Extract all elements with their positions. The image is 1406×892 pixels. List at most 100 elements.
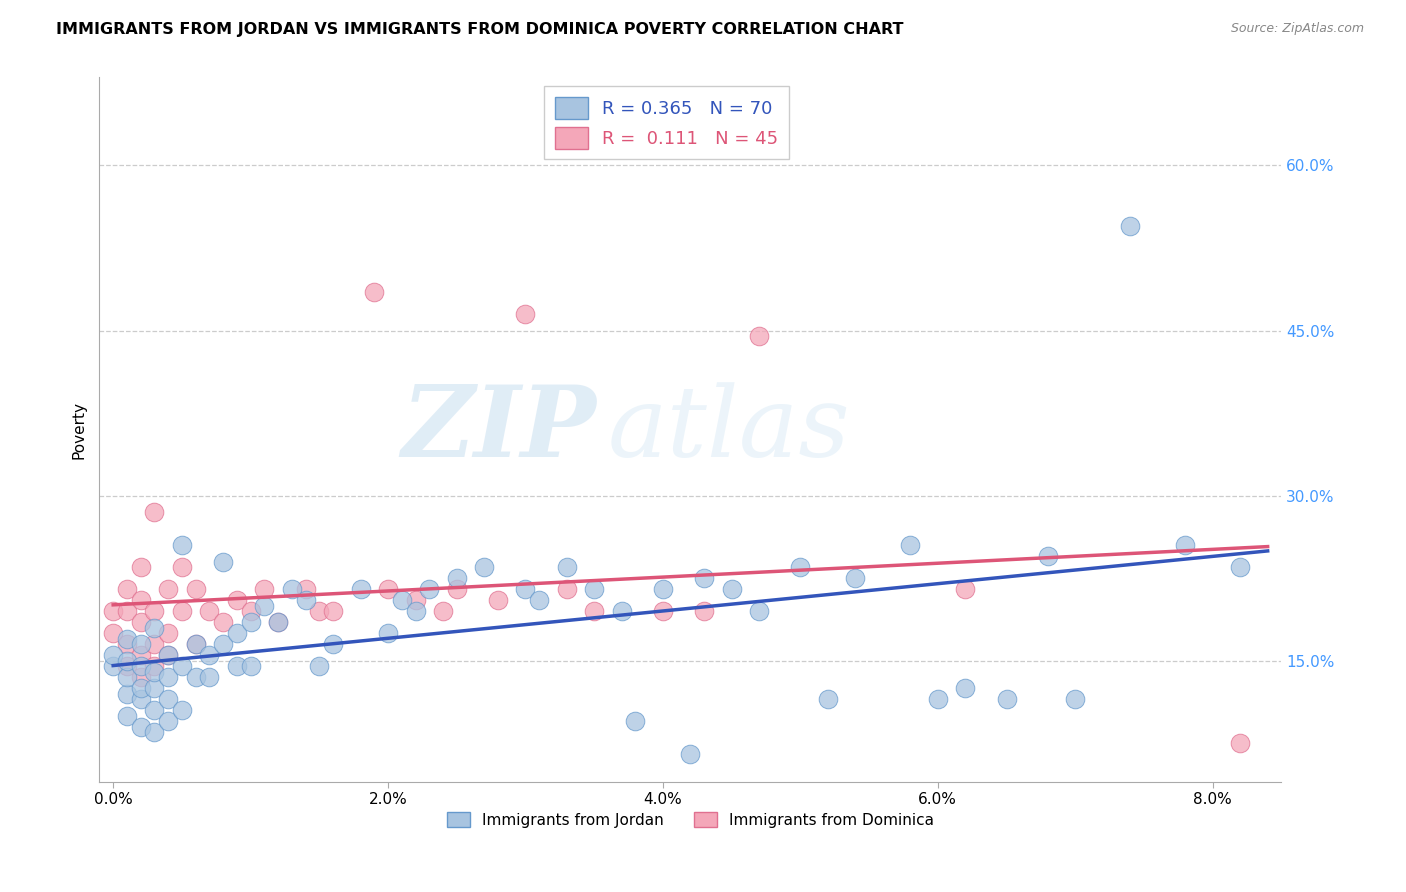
Point	[624, 714, 647, 728]
Point	[679, 747, 702, 761]
Point	[432, 604, 454, 618]
Point	[515, 582, 537, 596]
Point	[955, 582, 977, 596]
Point	[184, 637, 207, 651]
Point	[212, 615, 235, 629]
Point	[184, 637, 207, 651]
Point	[170, 659, 193, 673]
Point	[143, 637, 166, 651]
Point	[294, 582, 316, 596]
Point	[157, 670, 180, 684]
Point	[898, 538, 921, 552]
Point	[157, 648, 180, 662]
Point	[212, 555, 235, 569]
Point	[115, 632, 138, 646]
Point	[170, 560, 193, 574]
Point	[101, 659, 124, 673]
Point	[225, 626, 247, 640]
Point	[363, 285, 385, 299]
Point	[472, 560, 495, 574]
Point	[748, 329, 770, 343]
Point	[1064, 692, 1087, 706]
Point	[101, 626, 124, 640]
Point	[101, 604, 124, 618]
Legend: Immigrants from Jordan, Immigrants from Dominica: Immigrants from Jordan, Immigrants from …	[440, 805, 941, 834]
Point	[129, 648, 152, 662]
Point	[115, 654, 138, 668]
Point	[198, 648, 221, 662]
Point	[129, 681, 152, 695]
Point	[267, 615, 290, 629]
Point	[1036, 549, 1059, 563]
Point	[225, 593, 247, 607]
Point	[693, 604, 716, 618]
Point	[129, 670, 152, 684]
Point	[239, 659, 262, 673]
Point	[322, 637, 344, 651]
Point	[1174, 538, 1197, 552]
Point	[1119, 219, 1142, 233]
Text: ZIP: ZIP	[401, 381, 596, 478]
Point	[143, 681, 166, 695]
Point	[143, 703, 166, 717]
Point	[720, 582, 742, 596]
Point	[198, 604, 221, 618]
Point	[157, 692, 180, 706]
Point	[143, 621, 166, 635]
Point	[555, 582, 578, 596]
Point	[157, 582, 180, 596]
Point	[170, 703, 193, 717]
Point	[143, 665, 166, 679]
Point	[610, 604, 633, 618]
Point	[308, 604, 330, 618]
Point	[308, 659, 330, 673]
Point	[115, 659, 138, 673]
Point	[1229, 560, 1251, 574]
Point	[446, 582, 468, 596]
Point	[170, 604, 193, 618]
Point	[225, 659, 247, 673]
Point	[927, 692, 949, 706]
Point	[129, 720, 152, 734]
Point	[198, 670, 221, 684]
Point	[129, 593, 152, 607]
Point	[652, 604, 675, 618]
Point	[418, 582, 440, 596]
Point	[239, 604, 262, 618]
Point	[693, 571, 716, 585]
Text: atlas: atlas	[607, 382, 851, 477]
Point	[115, 670, 138, 684]
Point	[129, 637, 152, 651]
Text: Source: ZipAtlas.com: Source: ZipAtlas.com	[1230, 22, 1364, 36]
Point	[405, 604, 427, 618]
Point	[101, 648, 124, 662]
Point	[515, 307, 537, 321]
Point	[129, 615, 152, 629]
Point	[1229, 736, 1251, 750]
Point	[184, 670, 207, 684]
Point	[184, 582, 207, 596]
Point	[322, 604, 344, 618]
Point	[267, 615, 290, 629]
Point	[583, 604, 606, 618]
Point	[789, 560, 811, 574]
Point	[143, 604, 166, 618]
Point	[129, 692, 152, 706]
Point	[349, 582, 371, 596]
Point	[170, 538, 193, 552]
Point	[377, 626, 399, 640]
Point	[486, 593, 509, 607]
Point	[115, 687, 138, 701]
Point	[143, 659, 166, 673]
Point	[129, 560, 152, 574]
Point	[281, 582, 304, 596]
Point	[115, 637, 138, 651]
Point	[157, 626, 180, 640]
Point	[817, 692, 839, 706]
Point	[129, 659, 152, 673]
Point	[143, 725, 166, 739]
Point	[157, 648, 180, 662]
Point	[405, 593, 427, 607]
Point	[143, 505, 166, 519]
Point	[377, 582, 399, 596]
